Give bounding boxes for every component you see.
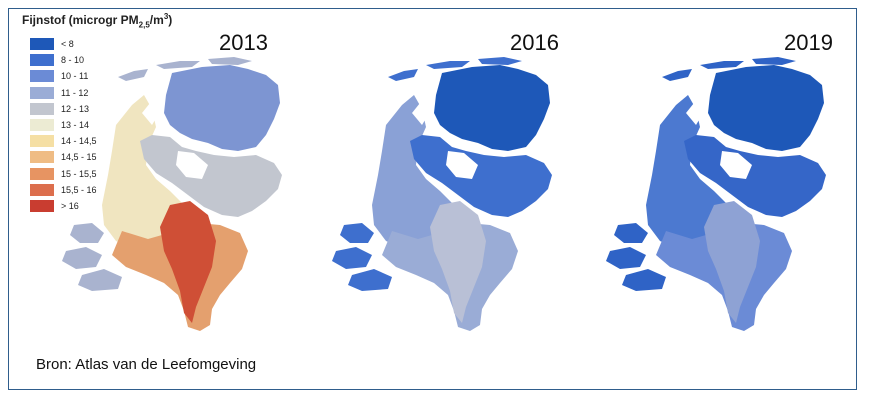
- map-region-mid: [140, 135, 282, 217]
- map-region-north: [708, 65, 824, 151]
- map-region-hot: [704, 201, 760, 323]
- map-wadden-islands: [118, 57, 252, 81]
- map-region-north: [434, 65, 550, 151]
- legend-label: 8 - 10: [61, 55, 85, 66]
- legend-label: 10 - 11: [61, 71, 89, 82]
- legend-swatch: [30, 86, 54, 99]
- map-wadden-islands: [388, 57, 522, 81]
- legend-swatch: [30, 167, 54, 180]
- legend-swatch: [30, 38, 54, 50]
- netherlands-map-2013: [62, 57, 282, 331]
- legend-swatch: [30, 102, 54, 115]
- legend-label: < 8: [61, 39, 74, 49]
- map-region-hot: [430, 201, 486, 323]
- map-year-2019: 2019: [784, 30, 833, 55]
- map-region-coast: [102, 95, 184, 249]
- map-water-bodies: [686, 103, 752, 179]
- map-water-bodies: [142, 103, 208, 179]
- legend-label: 12 - 13: [61, 103, 90, 114]
- map-region-mid: [684, 135, 826, 217]
- legend-swatch: [30, 199, 54, 212]
- map-region-islands: [606, 223, 666, 291]
- legend-label: 15,5 - 16: [61, 184, 97, 195]
- map-region-coast: [372, 95, 454, 249]
- map-region-mid: [410, 135, 552, 217]
- map-water-bodies: [412, 103, 478, 179]
- map-region-islands: [62, 223, 122, 291]
- legend-title: Fijnstof (microgr PM2,5/m3): [22, 12, 173, 30]
- legend-label: 14,5 - 15: [61, 152, 97, 163]
- map-wadden-islands: [662, 57, 796, 81]
- legend-swatch: [30, 151, 54, 164]
- legend-swatch: [30, 118, 54, 131]
- map-year-2013: 2013: [219, 30, 268, 55]
- map-region-north: [164, 65, 280, 151]
- map-region-hot: [160, 201, 216, 323]
- netherlands-map-2016: [332, 57, 552, 331]
- legend-label: 13 - 14: [61, 119, 90, 130]
- map-region-coast: [646, 95, 728, 249]
- legend-swatch: [30, 183, 54, 196]
- legend-label: > 16: [61, 200, 79, 211]
- legend-swatch: [30, 70, 54, 83]
- legend-swatch: [30, 135, 54, 148]
- legend-swatch: [30, 54, 54, 67]
- legend-label: 14 - 14,5: [61, 136, 97, 147]
- map-region-islands: [332, 223, 392, 291]
- netherlands-map-2019: [606, 57, 826, 331]
- source-credit: Bron: Atlas van de Leefomgeving: [36, 356, 257, 373]
- legend-label: 15 - 15,5: [61, 168, 97, 179]
- map-year-2016: 2016: [510, 30, 559, 55]
- legend-label: 11 - 12: [61, 87, 89, 98]
